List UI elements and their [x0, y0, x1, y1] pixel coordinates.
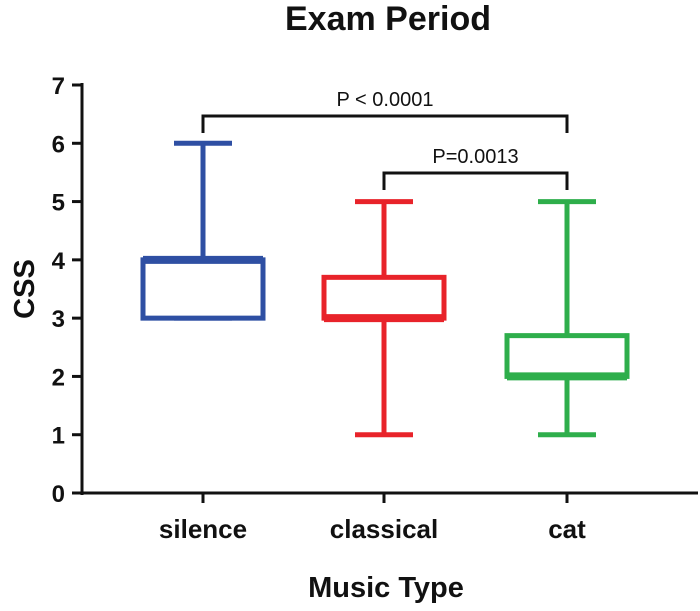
- significance-bracket: P=0.0013: [382, 146, 569, 190]
- x-tick-label: classical: [330, 514, 438, 544]
- y-tick-label: 4: [52, 248, 66, 275]
- x-axis-label: Music Type: [308, 572, 464, 604]
- p-value-label: P < 0.0001: [337, 89, 434, 111]
- axes: 0 1 2 3 4 5 6 7 silence classical cat: [52, 73, 698, 544]
- p-value-label: P=0.0013: [432, 146, 518, 168]
- y-tick-label: 2: [52, 364, 65, 391]
- y-axis-label: CSS: [9, 259, 41, 319]
- bracket-line: [201, 114, 569, 133]
- y-tick-label: 0: [52, 481, 65, 508]
- significance-annotations: P < 0.0001 P=0.0013: [201, 89, 569, 190]
- y-tick-label: 1: [52, 423, 65, 450]
- y-tick-label: 7: [52, 73, 65, 100]
- y-tick-label: 3: [52, 306, 65, 333]
- boxes: [140, 140, 630, 438]
- box-cat: [504, 199, 630, 438]
- y-tick-label: 5: [52, 190, 65, 217]
- iqr-box: [504, 333, 630, 379]
- box-classical: [321, 199, 447, 438]
- significance-bracket: P < 0.0001: [201, 89, 569, 133]
- y-tick-label: 6: [52, 131, 65, 158]
- iqr-box: [140, 257, 266, 321]
- iqr-box: [321, 274, 447, 321]
- x-tick-label: silence: [159, 514, 247, 544]
- box-silence: [140, 140, 266, 321]
- x-tick-label: cat: [548, 514, 586, 544]
- chart-title: Exam Period: [285, 0, 491, 38]
- bracket-line: [382, 171, 569, 190]
